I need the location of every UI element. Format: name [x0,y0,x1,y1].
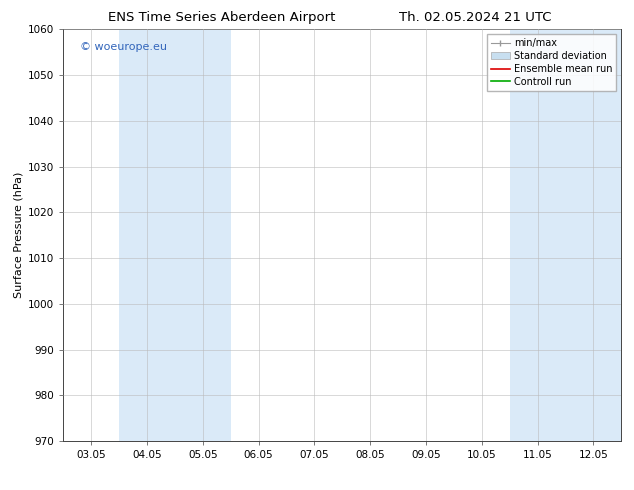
Legend: min/max, Standard deviation, Ensemble mean run, Controll run: min/max, Standard deviation, Ensemble me… [487,34,616,91]
Text: © woeurope.eu: © woeurope.eu [80,42,167,52]
Bar [119,29,231,441]
Bar [566,29,621,441]
Bar [510,29,566,441]
Text: ENS Time Series Aberdeen Airport: ENS Time Series Aberdeen Airport [108,11,335,24]
Text: Th. 02.05.2024 21 UTC: Th. 02.05.2024 21 UTC [399,11,552,24]
Y-axis label: Surface Pressure (hPa): Surface Pressure (hPa) [14,172,24,298]
